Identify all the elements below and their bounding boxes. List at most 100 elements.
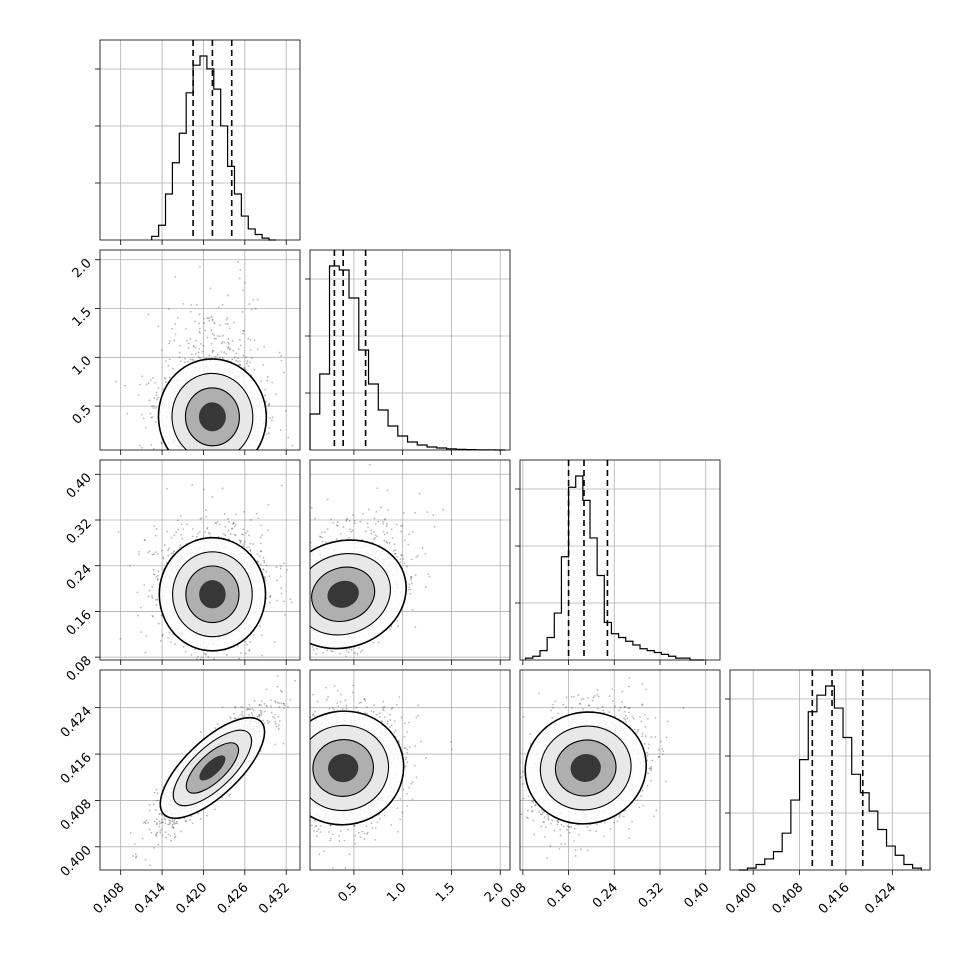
scatter-point bbox=[410, 576, 413, 579]
scatter-point bbox=[332, 522, 335, 524]
scatter-point bbox=[267, 529, 270, 532]
scatter-point bbox=[233, 321, 235, 324]
scatter-point bbox=[226, 317, 229, 320]
scatter-point bbox=[231, 480, 233, 482]
scatter-point bbox=[345, 520, 348, 522]
scatter-point bbox=[218, 458, 220, 460]
scatter-point bbox=[215, 337, 218, 340]
scatter-point bbox=[238, 539, 241, 542]
scatter-point bbox=[314, 517, 316, 520]
scatter-point bbox=[335, 538, 338, 541]
scatter-point bbox=[264, 388, 267, 391]
scatter-point bbox=[433, 525, 436, 528]
scatter-point bbox=[301, 612, 303, 614]
scatter-point bbox=[221, 451, 223, 453]
scatter-point bbox=[238, 339, 241, 341]
scatter-point bbox=[242, 367, 245, 370]
scatter-point bbox=[265, 400, 267, 403]
scatter-point bbox=[287, 636, 289, 638]
scatter-point bbox=[306, 574, 308, 576]
scatter-point bbox=[155, 598, 157, 601]
scatter-point bbox=[268, 402, 271, 405]
scatter-point bbox=[117, 531, 120, 533]
scatter-point bbox=[144, 822, 147, 825]
scatter-point bbox=[151, 484, 153, 486]
scatter-point bbox=[155, 406, 158, 409]
scatter-point bbox=[282, 555, 284, 557]
scatter-point bbox=[156, 396, 159, 399]
scatter-point bbox=[400, 554, 403, 557]
scatter-point bbox=[208, 354, 211, 357]
scatter-point bbox=[221, 487, 224, 490]
scatter-point bbox=[165, 481, 167, 483]
scatter-point bbox=[307, 612, 309, 614]
scatter-point bbox=[205, 462, 207, 464]
scatter-point bbox=[259, 536, 262, 539]
scatter-point bbox=[240, 712, 243, 715]
scatter-point bbox=[203, 317, 206, 320]
scatter-point bbox=[232, 523, 235, 525]
scatter-point bbox=[248, 534, 250, 537]
scatter-point bbox=[364, 530, 367, 533]
scatter-point bbox=[145, 383, 148, 386]
scatter-point bbox=[414, 574, 417, 576]
scatter-point bbox=[232, 466, 234, 468]
scatter-point bbox=[151, 614, 154, 617]
scatter-point bbox=[151, 585, 154, 588]
scatter-point bbox=[142, 417, 145, 420]
scatter-point bbox=[239, 268, 242, 271]
scatter-point bbox=[416, 554, 419, 557]
scatter-point bbox=[248, 361, 251, 364]
scatter-point bbox=[294, 585, 296, 587]
scatter-point bbox=[326, 649, 329, 652]
scatter-point bbox=[212, 349, 215, 352]
hist-panel-0 bbox=[100, 40, 300, 241]
scatter-point bbox=[211, 318, 214, 321]
scatter-point bbox=[403, 539, 406, 542]
scatter-point bbox=[256, 455, 258, 457]
scatter-point bbox=[199, 518, 202, 521]
scatter-point bbox=[351, 529, 354, 532]
scatter-point bbox=[238, 458, 240, 460]
scatter-point bbox=[336, 524, 339, 527]
scatter-point bbox=[256, 553, 259, 556]
scatter-point bbox=[205, 515, 208, 518]
scatter-point bbox=[356, 652, 359, 655]
scatter-point bbox=[345, 655, 347, 658]
scatter-point bbox=[232, 349, 234, 352]
scatter-point bbox=[367, 526, 369, 529]
pair-panel-1-0-frame bbox=[99, 249, 301, 451]
scatter-point bbox=[395, 523, 398, 526]
scatter-point bbox=[186, 454, 188, 456]
scatter-point bbox=[159, 461, 161, 463]
scatter-point bbox=[330, 518, 333, 521]
scatter-point bbox=[229, 793, 231, 796]
scatter-point bbox=[292, 636, 294, 638]
scatter-point bbox=[161, 349, 163, 352]
histogram-step bbox=[525, 475, 705, 661]
scatter-point bbox=[269, 417, 272, 419]
scatter-point bbox=[239, 344, 242, 347]
scatter-point bbox=[424, 553, 427, 555]
scatter-point bbox=[244, 640, 247, 643]
scatter-point bbox=[208, 456, 210, 458]
scatter-point bbox=[352, 514, 355, 517]
scatter-point bbox=[393, 543, 396, 545]
scatter-point bbox=[260, 380, 263, 383]
scatter-point bbox=[233, 466, 235, 468]
scatter-point bbox=[297, 607, 299, 609]
scatter-point bbox=[268, 404, 271, 406]
scatter-point bbox=[180, 533, 182, 536]
scatter-point bbox=[263, 480, 265, 482]
scatter-point bbox=[156, 822, 158, 825]
scatter-point bbox=[164, 452, 166, 454]
scatter-point bbox=[414, 511, 416, 514]
scatter-point bbox=[153, 479, 155, 481]
scatter-point bbox=[279, 646, 281, 648]
scatter-point bbox=[268, 575, 271, 578]
scatter-point bbox=[153, 525, 156, 528]
histogram-step bbox=[738, 685, 922, 871]
scatter-point bbox=[246, 530, 249, 533]
scatter-point bbox=[338, 675, 340, 677]
scatter-point bbox=[168, 358, 171, 361]
